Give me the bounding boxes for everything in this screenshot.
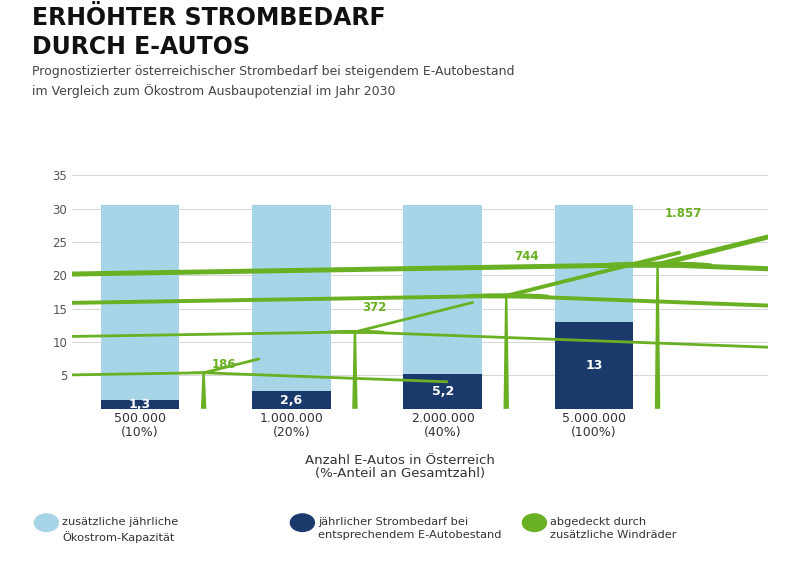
FancyBboxPatch shape (664, 434, 792, 464)
Bar (101, 205, 179, 409)
Text: zusätzliche jährliche
Ökostrom-Kapazität: zusätzliche jährliche Ökostrom-Kapazität (62, 517, 178, 543)
Text: 744: 744 (514, 251, 538, 263)
Polygon shape (352, 332, 358, 409)
Bar (554, 205, 634, 409)
Text: 2,6: 2,6 (280, 394, 302, 406)
Text: (20%): (20%) (273, 426, 310, 439)
Bar (403, 374, 482, 409)
Text: ERHÖHTER STROMBEDARF: ERHÖHTER STROMBEDARF (32, 6, 386, 30)
Text: DURCH E-AUTOS: DURCH E-AUTOS (32, 35, 250, 59)
Text: 13: 13 (586, 359, 602, 372)
Circle shape (603, 262, 712, 267)
Text: 500.000: 500.000 (114, 412, 166, 425)
Circle shape (463, 294, 549, 298)
FancyBboxPatch shape (8, 434, 136, 464)
Bar (101, 400, 179, 409)
Circle shape (326, 331, 384, 333)
Circle shape (190, 372, 218, 373)
Text: ⚡: ⚡ (31, 417, 41, 431)
Text: 372: 372 (362, 301, 387, 314)
Text: 5.000.000: 5.000.000 (562, 412, 626, 425)
Text: 1.857: 1.857 (665, 207, 702, 220)
Polygon shape (655, 265, 660, 409)
Bar (101, 205, 179, 409)
Text: 186: 186 (211, 358, 236, 371)
Text: jährlicher Strombedarf bei
entsprechendem E-Autobestand: jährlicher Strombedarf bei entsprechende… (318, 517, 502, 540)
Text: 5,2: 5,2 (431, 385, 454, 398)
Text: (40%): (40%) (424, 426, 462, 439)
Bar (252, 205, 330, 409)
Text: ⚡: ⚡ (699, 417, 709, 431)
Bar (403, 205, 482, 409)
Text: (100%): (100%) (571, 426, 617, 439)
Bar (252, 391, 330, 409)
Bar (554, 205, 634, 409)
Text: (%-Anteil an Gesamtzahl): (%-Anteil an Gesamtzahl) (315, 467, 485, 480)
Bar (554, 322, 634, 409)
Text: (10%): (10%) (122, 426, 159, 439)
Text: 1.000.000: 1.000.000 (259, 412, 323, 425)
Text: abgedeckt durch
zusätzliche Windräder: abgedeckt durch zusätzliche Windräder (550, 517, 677, 540)
Bar (252, 205, 330, 409)
Text: Prognostizierter österreichischer Strombedarf bei steigendem E-Autobestand
im Ve: Prognostizierter österreichischer Stromb… (32, 65, 514, 98)
Bar (403, 205, 482, 409)
FancyBboxPatch shape (27, 418, 117, 441)
Text: Anzahl E-Autos in Österreich: Anzahl E-Autos in Österreich (305, 454, 495, 467)
Polygon shape (201, 373, 206, 409)
Text: 1,3: 1,3 (129, 398, 151, 411)
Text: 2.000.000: 2.000.000 (410, 412, 474, 425)
Polygon shape (503, 296, 509, 409)
FancyBboxPatch shape (683, 418, 773, 441)
